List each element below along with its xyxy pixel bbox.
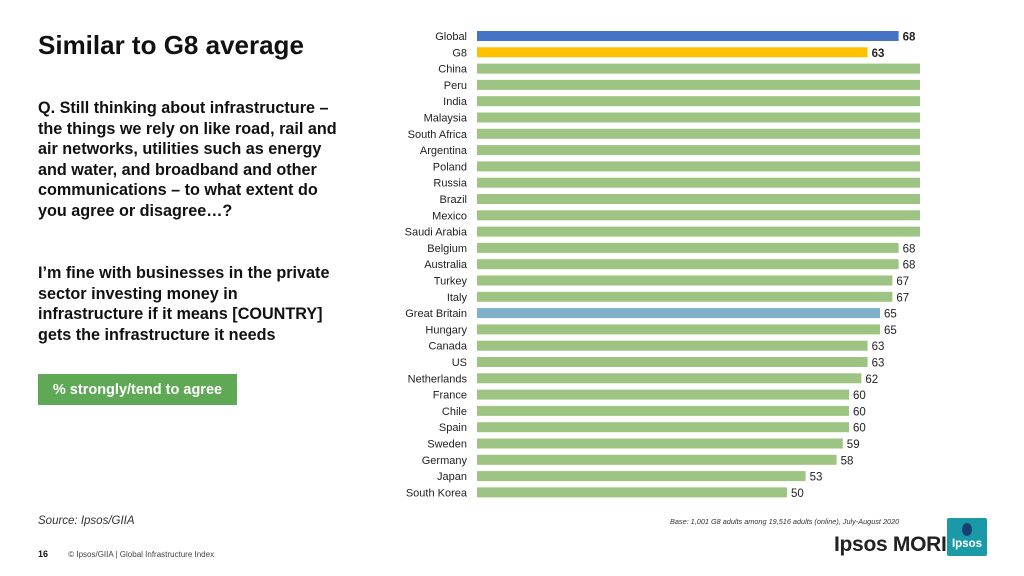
category-label-russia: Russia [433,178,468,190]
bar-russia [477,177,920,188]
bar-south-africa [477,128,920,139]
category-label-south-korea: South Korea [406,487,468,499]
category-label-china: China [438,64,468,76]
category-label-argentina: Argentina [420,145,468,157]
category-label-turkey: Turkey [434,276,468,288]
value-label-south-korea: 50 [791,488,804,500]
bar-peru [477,79,920,90]
bar-us [477,357,868,367]
bar-great-britain [477,308,880,319]
value-label-us: 63 [872,358,885,370]
bar-chile [477,405,849,416]
category-label-poland: Poland [433,161,467,173]
bar-hungary [477,324,880,335]
bar-sweden [477,438,843,449]
logo-head-shape [962,523,972,536]
bar-italy [477,291,893,302]
value-label-sweden: 59 [847,439,860,451]
bar-spain [477,422,849,433]
measure-badge: % strongly/tend to agree [38,374,237,405]
category-label-japan: Japan [437,471,467,483]
footer-copyright: © Ipsos/GIIA | Global Infrastructure Ind… [68,550,215,559]
category-label-netherlands: Netherlands [408,373,468,385]
bar-germany [477,454,837,465]
category-label-south-africa: South Africa [408,129,468,141]
bar-india [477,96,920,107]
source-note: Source: Ipsos/GIIA [38,515,135,527]
bar-france [477,389,849,400]
value-label-chile: 60 [853,406,866,418]
bar-poland [477,161,920,172]
page-number: 16 [38,549,49,559]
category-label-australia: Australia [424,259,468,271]
bar-netherlands [477,373,862,384]
bar-saudi-arabia [477,226,920,237]
value-label-turkey: 67 [896,276,909,288]
value-label-italy: 67 [896,292,909,304]
bar-belgium [477,242,899,253]
brand-name: Ipsos MORI [834,533,947,556]
category-label-india: India [443,96,468,108]
slide-title: Similar to G8 average [38,30,304,60]
value-label-canada: 63 [872,341,885,353]
value-label-netherlands: 62 [865,374,878,386]
category-label-spain: Spain [439,422,467,434]
bar-brazil [477,194,920,204]
value-label-g8: 63 [872,48,885,60]
category-label-peru: Peru [444,80,467,92]
category-label-global: Global [435,31,467,43]
category-label-great-britain: Great Britain [405,308,467,320]
category-label-g8: G8 [452,47,467,59]
value-label-global: 68 [903,32,916,44]
value-label-germany: 58 [841,455,854,467]
category-label-mexico: Mexico [432,210,467,222]
bar-turkey [477,275,893,286]
category-label-sweden: Sweden [427,439,467,451]
value-label-great-britain: 65 [884,309,897,321]
category-label-us: US [452,357,467,369]
category-label-saudi-arabia: Saudi Arabia [405,227,468,239]
base-note: Base: 1,001 G8 adults among 19,516 adult… [670,517,900,526]
category-label-brazil: Brazil [439,194,467,206]
category-label-hungary: Hungary [425,324,467,336]
bar-japan [477,471,806,482]
value-label-japan: 53 [810,472,823,484]
category-label-malaysia: Malaysia [424,113,468,125]
bar-canada [477,340,868,351]
category-label-germany: Germany [422,455,468,467]
category-label-canada: Canada [428,341,467,353]
value-label-hungary: 65 [884,325,897,337]
value-label-belgium: 68 [903,243,916,255]
bar-chart: Global68G863China82Peru78India77Malaysia… [405,31,920,500]
bar-china [477,63,920,74]
ipsos-logo: Ipsos [947,518,987,556]
footer: 16 © Ipsos/GIIA | Global Infrastructure … [38,549,214,559]
question-text: Q. Still thinking about infrastructure –… [38,99,337,220]
category-label-belgium: Belgium [427,243,467,255]
category-label-france: France [433,390,467,402]
bar-argentina [477,145,920,156]
bar-malaysia [477,112,920,123]
bar-mexico [477,210,920,221]
value-label-spain: 60 [853,423,866,435]
category-label-chile: Chile [442,406,467,418]
value-label-australia: 68 [903,260,916,272]
bar-g8 [477,47,868,58]
category-label-italy: Italy [447,292,468,304]
bar-south-korea [477,487,787,498]
value-label-france: 60 [853,390,866,402]
statement-text: I’m fine with businesses in the private … [38,264,330,344]
logo-text: Ipsos [951,538,983,550]
bar-australia [477,259,899,270]
bar-global [477,31,899,41]
